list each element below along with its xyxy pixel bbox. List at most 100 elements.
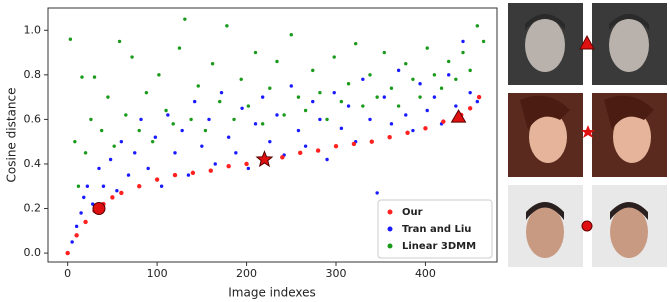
point — [418, 82, 422, 86]
point — [275, 59, 279, 64]
legend-swatch — [387, 226, 393, 232]
point — [164, 108, 168, 113]
point — [117, 39, 122, 44]
point — [253, 122, 258, 126]
point — [119, 139, 124, 144]
x-axis-title: Image indexes — [228, 286, 316, 300]
point — [200, 144, 204, 148]
point — [296, 95, 301, 99]
point — [173, 151, 177, 155]
point — [368, 117, 372, 122]
point — [411, 77, 415, 81]
point — [106, 95, 110, 99]
legend-label: Our — [402, 207, 423, 218]
point — [387, 135, 392, 140]
point — [186, 173, 191, 177]
point — [425, 108, 429, 113]
point — [351, 141, 357, 147]
x-tick-label: 300 — [326, 267, 347, 280]
point — [244, 161, 249, 167]
point — [146, 166, 150, 171]
point — [208, 168, 213, 173]
point — [159, 184, 164, 188]
point — [79, 211, 83, 215]
point — [475, 24, 480, 28]
point — [475, 99, 480, 104]
y-tick-label: 0.4 — [24, 157, 42, 170]
point — [425, 46, 429, 50]
point — [157, 73, 161, 77]
point — [332, 90, 336, 95]
point — [226, 163, 231, 169]
point — [268, 86, 272, 90]
point — [396, 68, 401, 73]
point — [226, 135, 231, 139]
point — [153, 135, 158, 139]
point — [303, 108, 308, 113]
point — [468, 68, 472, 73]
point — [196, 84, 200, 88]
point — [207, 117, 211, 122]
x-tick-label: 400 — [415, 267, 436, 280]
point — [126, 173, 131, 177]
point — [461, 39, 465, 44]
point — [239, 77, 243, 81]
point — [418, 95, 422, 99]
point — [405, 130, 410, 135]
point — [481, 39, 486, 44]
point — [192, 99, 197, 104]
point — [180, 128, 184, 133]
point — [468, 90, 472, 95]
point — [404, 113, 408, 117]
y-tick-label: 0.6 — [24, 112, 42, 125]
point — [97, 166, 101, 171]
point — [476, 94, 482, 100]
point — [80, 75, 84, 79]
point — [260, 95, 265, 99]
point — [65, 250, 70, 256]
point — [311, 68, 315, 73]
point — [339, 126, 344, 131]
point — [289, 33, 293, 37]
point — [298, 150, 303, 156]
point — [203, 128, 208, 133]
point — [137, 128, 141, 133]
point — [260, 122, 265, 126]
point — [177, 46, 182, 50]
point — [74, 224, 79, 229]
point — [411, 128, 415, 133]
highlight-marker — [255, 150, 274, 168]
x-tick-label: 100 — [147, 267, 168, 280]
legend-swatch — [387, 243, 393, 249]
point — [423, 126, 428, 131]
point — [150, 139, 155, 144]
x-tick-label: 0 — [64, 267, 71, 280]
point — [210, 62, 215, 66]
y-tick-label: 0.8 — [24, 68, 42, 81]
point — [303, 144, 308, 148]
legend-label: Tran and Liu — [402, 224, 471, 235]
y-tick-label: 0.2 — [24, 202, 42, 215]
y-tick-label: 0.0 — [24, 246, 42, 259]
point — [361, 77, 365, 81]
point — [369, 139, 374, 144]
legend-swatch — [387, 209, 393, 215]
point — [396, 104, 401, 108]
point — [353, 41, 358, 46]
point — [467, 106, 473, 111]
point — [332, 55, 336, 59]
point — [318, 90, 322, 95]
point — [73, 139, 77, 144]
point — [339, 99, 344, 104]
point — [311, 99, 315, 104]
point — [382, 95, 387, 99]
point — [375, 191, 379, 195]
point — [246, 166, 251, 171]
point — [171, 122, 175, 126]
highlight-marker — [450, 109, 467, 123]
point — [219, 90, 224, 95]
point — [92, 75, 97, 79]
point — [346, 104, 351, 108]
point — [389, 86, 394, 90]
